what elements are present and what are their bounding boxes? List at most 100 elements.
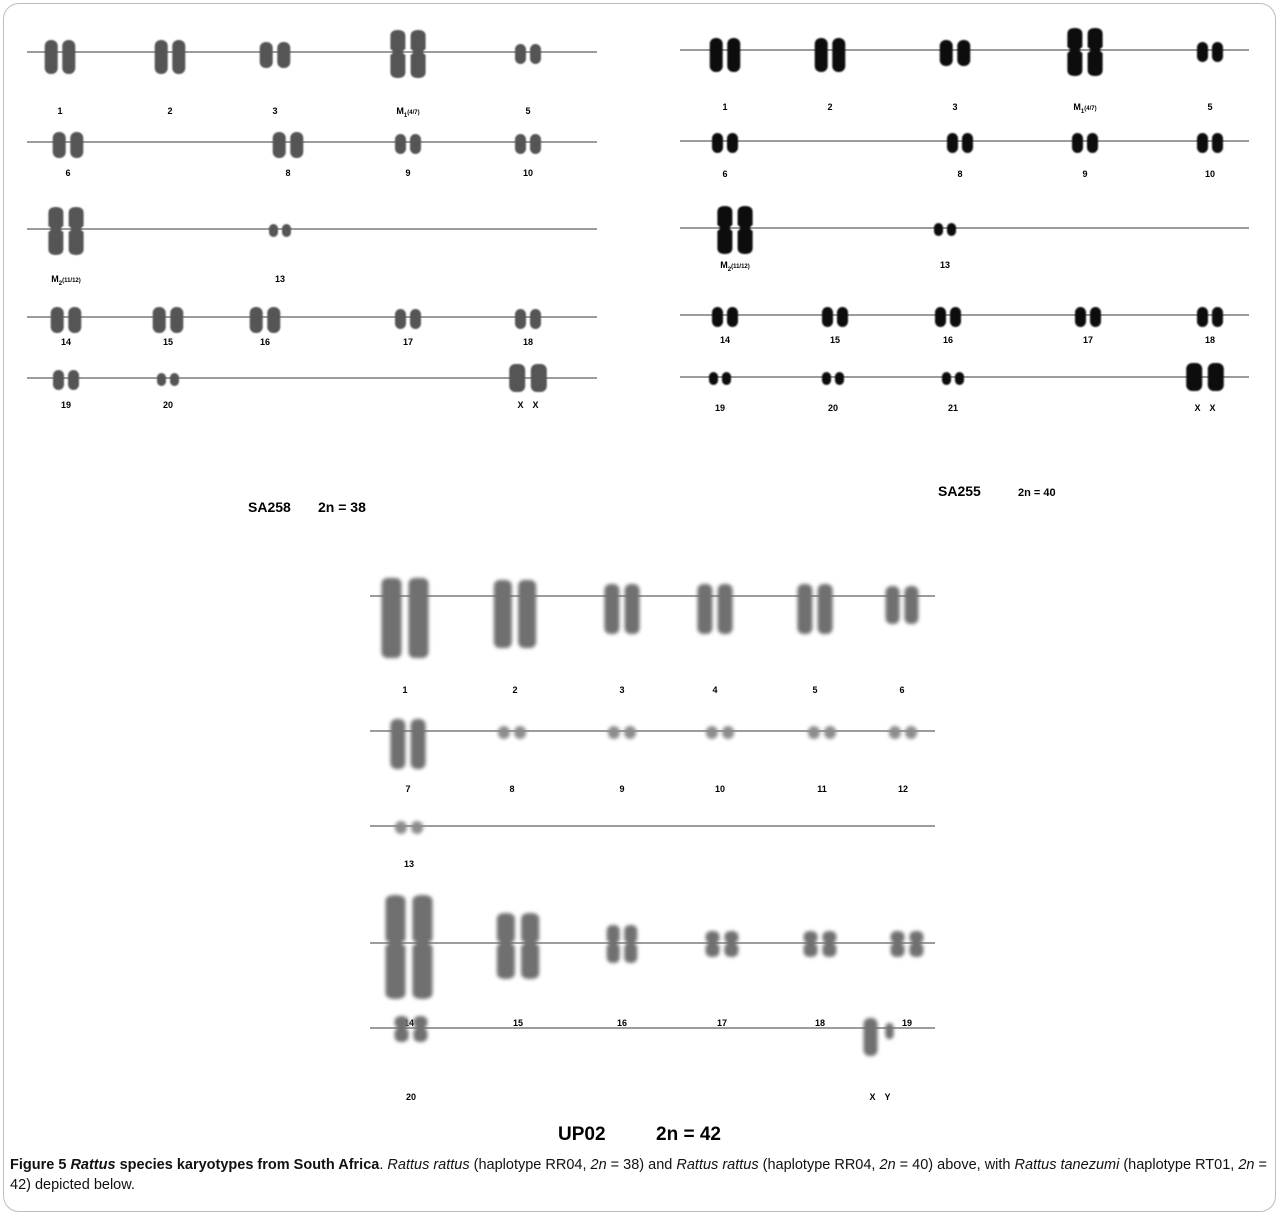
chromosome-pair: 2 (814, 38, 846, 112)
chromosome-pair: 16 (249, 307, 281, 347)
chromosome-label: M1(4/7) (1073, 102, 1096, 115)
chromatid (624, 925, 638, 963)
chromosome-pair: 5 (797, 584, 833, 695)
chromosome-pair: 18 (515, 309, 541, 347)
chromosome-label: 9 (405, 168, 410, 178)
figure-caption: Figure 5 Rattus species karyotypes from … (10, 1155, 1272, 1195)
chromosome-label: 18 (815, 1018, 825, 1028)
chromosome-label: X Y (869, 1092, 890, 1102)
chromatid (259, 42, 273, 68)
chromatid (947, 223, 956, 236)
chromatid (521, 913, 540, 979)
chromatid (717, 206, 733, 254)
chromosome-label: 6 (722, 169, 727, 179)
chromosome-label: M2(11/12) (720, 260, 750, 273)
chromatid (267, 307, 281, 333)
chromatid (909, 931, 924, 957)
panel-sa255: 1 2 3 M1(4/7) 5 6 8 9 10 M2(11/12) 13 14 15 16 17 18 19 2… (680, 28, 1249, 413)
chromosome-pair: 14 (385, 895, 433, 1028)
chromatid (70, 132, 84, 158)
chromatid (390, 719, 406, 769)
chromatid (709, 372, 718, 385)
chromosome-label: 6 (65, 168, 70, 178)
chromatid (381, 578, 402, 658)
chromatid (727, 307, 738, 327)
chromosome-label: 1 (402, 685, 407, 695)
chromosome-pair: X X (1186, 363, 1224, 413)
chromatid (905, 726, 918, 739)
chromosome-pair: 17 (705, 931, 739, 1028)
figure-frame (3, 3, 1276, 1212)
chromatid (1207, 363, 1224, 391)
chromatid (530, 134, 541, 154)
chromatid (890, 931, 905, 957)
chromatid (1197, 307, 1208, 327)
chromosome-pair: 20 (394, 1016, 428, 1102)
chromosome-label: 10 (1205, 169, 1215, 179)
chromatid (410, 309, 421, 329)
chromatid (885, 586, 900, 624)
chromatid (68, 307, 82, 333)
chromatid (935, 307, 946, 327)
chromosome-label: 5 (525, 106, 530, 116)
caption-segment: Rattus rattus (387, 1157, 470, 1173)
chromatid (624, 584, 640, 634)
chromatid (942, 372, 951, 385)
chromosome-pair: 14 (712, 307, 738, 345)
chromosome-pair: 18 (1197, 307, 1223, 345)
chromosome-label: 10 (523, 168, 533, 178)
chromatid (824, 726, 837, 739)
chromosome-label: 19 (902, 1018, 912, 1028)
chromatid (1067, 28, 1083, 76)
chromatid (272, 132, 286, 158)
chromatid (53, 370, 64, 390)
chromosome-pair: 17 (1075, 307, 1101, 345)
panel-up02-name: UP02 (558, 1124, 606, 1145)
chromosome-pair: M2(11/12) (48, 207, 84, 287)
chromosome-pair: 16 (606, 925, 638, 1028)
chromatid (172, 40, 186, 74)
chromosome-label: 20 (406, 1092, 416, 1102)
chromatid (955, 372, 964, 385)
caption-body: . Rattus rattus (haplotype RR04, 2n = 38… (10, 1157, 1267, 1193)
chromosome-pair: 20 (822, 372, 844, 413)
chromosome-pair: 12 (888, 726, 918, 794)
caption-title-italic: Rattus (70, 1157, 116, 1173)
chromatid (863, 1018, 878, 1056)
chromosome-pair: X X (509, 364, 547, 410)
caption-segment: . (379, 1157, 388, 1173)
caption-segment: (haplotype RR04, (758, 1157, 880, 1173)
chromatid (939, 40, 953, 66)
chromosome-pair: M1(4/7) (390, 30, 426, 119)
chromatid (624, 726, 637, 739)
chromatid (282, 224, 291, 237)
chromatid (737, 206, 753, 254)
chromosome-pair: 15 (496, 913, 540, 1028)
chromatid (807, 726, 820, 739)
chromosome-pair: 13 (934, 223, 956, 270)
chromosome-label: 11 (817, 784, 827, 794)
chromatid (530, 364, 547, 392)
chromatid (1212, 307, 1223, 327)
chromatid (152, 307, 166, 333)
chromatid (1197, 133, 1208, 153)
chromatid (832, 38, 846, 72)
chromatid (1212, 42, 1223, 62)
chromosome-label: M1(4/7) (396, 106, 419, 119)
chromatid (518, 580, 537, 648)
chromatid (52, 132, 66, 158)
caption-title-rest: species karyotypes from South Africa (115, 1157, 380, 1173)
chromosome-pair: 3 (259, 42, 291, 116)
chromosome-label: 15 (830, 335, 840, 345)
chromosome-label: 2 (512, 685, 517, 695)
caption-segment: Rattus rattus (676, 1157, 759, 1173)
panel-sa255-name: SA255 (938, 483, 981, 499)
chromosome-pair: 3 (939, 40, 971, 112)
chromosome-label: 8 (957, 169, 962, 179)
chromosome-pair: 6 (52, 132, 84, 178)
chromatid (170, 307, 184, 333)
chromosome-pair: 21 (942, 372, 964, 413)
chromosome-label: 17 (403, 337, 413, 347)
chromatid (1186, 363, 1203, 391)
chromatid (1090, 307, 1101, 327)
